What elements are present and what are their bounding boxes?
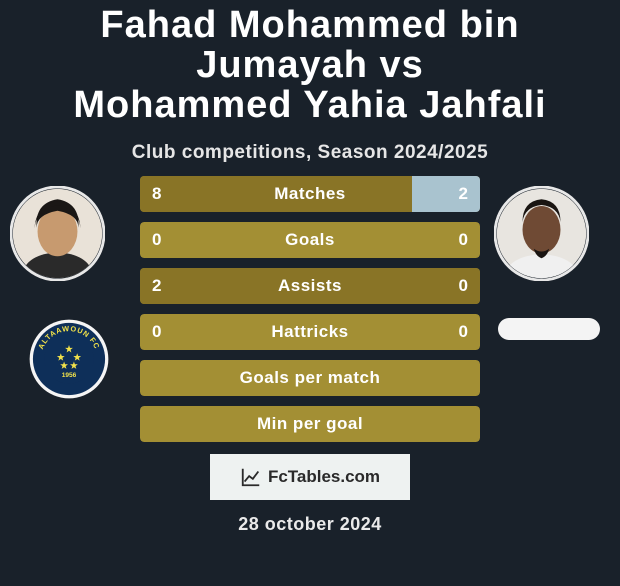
title-line-2: Mohammed Yahia Jahfali bbox=[40, 86, 580, 126]
date-label: 28 october 2024 bbox=[0, 514, 620, 535]
stat-label: Hattricks bbox=[140, 314, 480, 350]
stats-table: 82Matches 00Goals 20Assists 00Hattricks Goal… bbox=[140, 176, 480, 452]
brand-label: FcTables.com bbox=[268, 467, 380, 487]
stat-label: Min per goal bbox=[140, 406, 480, 442]
chart-icon bbox=[240, 466, 262, 488]
title-line-1: Fahad Mohammed bin Jumayah vs bbox=[40, 6, 580, 86]
svg-text:1956: 1956 bbox=[62, 372, 77, 379]
stat-label: Goals bbox=[140, 222, 480, 258]
stat-label: Goals per match bbox=[140, 360, 480, 396]
brand-box: FcTables.com bbox=[210, 454, 410, 500]
subtitle: Club competitions, Season 2024/2025 bbox=[0, 142, 620, 164]
stat-row-hattricks: 00Hattricks bbox=[140, 314, 480, 350]
stat-row-goals-per-match: Goals per match bbox=[140, 360, 480, 396]
stat-row-min-per-goal: Min per goal bbox=[140, 406, 480, 442]
stat-label: Matches bbox=[140, 176, 480, 212]
stat-row-assists: 20Assists bbox=[140, 268, 480, 304]
player-left-club-badge: ALTAAWOUN FC 1956 bbox=[28, 318, 110, 400]
stat-label: Assists bbox=[140, 268, 480, 304]
player-right-avatar bbox=[494, 186, 589, 281]
stat-row-goals: 00Goals bbox=[140, 222, 480, 258]
stat-row-matches: 82Matches bbox=[140, 176, 480, 212]
page-title: Fahad Mohammed bin Jumayah vs Mohammed Y… bbox=[40, 6, 580, 126]
player-right-club-badge bbox=[498, 318, 600, 340]
player-left-avatar bbox=[10, 186, 105, 281]
